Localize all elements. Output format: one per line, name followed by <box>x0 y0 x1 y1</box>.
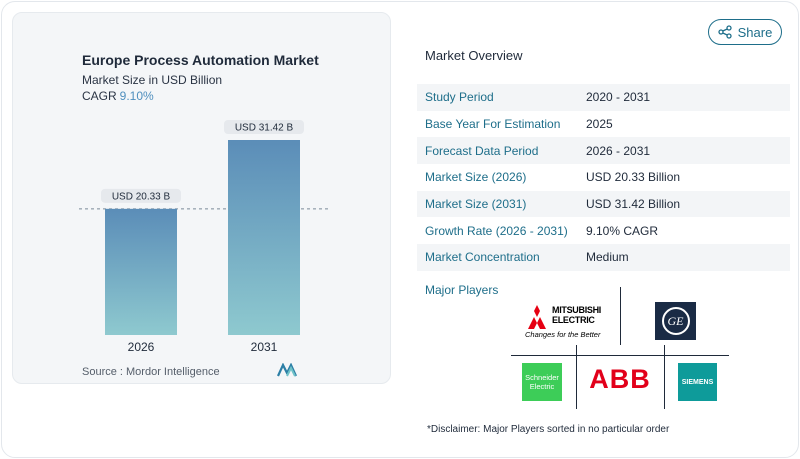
overview-label: Forecast Data Period <box>425 143 539 158</box>
grid-divider <box>511 355 729 356</box>
overview-title: Market Overview <box>425 48 523 63</box>
overview-label: Study Period <box>425 90 494 105</box>
overview-label: Base Year For Estimation <box>425 117 561 132</box>
data-label: USD 20.33 B <box>112 191 171 202</box>
abb-logo: ABB <box>589 363 651 394</box>
overview-row: Base Year For Estimation 2025 <box>417 111 790 138</box>
overview-label: Market Size (2026) <box>425 170 527 185</box>
share-label: Share <box>737 24 773 40</box>
overview-value: 2020 - 2031 <box>586 90 651 105</box>
chart-card <box>12 12 391 384</box>
x-tick-label: 2026 <box>128 340 155 354</box>
overview-row: Market Concentration Medium <box>417 244 790 271</box>
bar-2031 <box>228 140 300 335</box>
siemens-logo: SIEMENS <box>678 363 717 401</box>
share-icon <box>717 25 732 39</box>
cagr-row: CAGR 9.10% <box>82 89 154 103</box>
cagr-label: CAGR <box>82 89 117 103</box>
overview-value: 2025 <box>586 117 613 132</box>
mitsubishi-line1: MITSUBISHI <box>552 305 602 315</box>
mitsubishi-line2: ELECTRIC <box>552 315 595 325</box>
bar-chart: USD 20.33 B 2026 USD 31.42 B 2031 <box>79 120 328 354</box>
major-players-title: Major Players <box>425 283 499 297</box>
overview-label: Market Size (2031) <box>425 197 527 212</box>
schneider-line2: Electric <box>529 382 555 391</box>
schneider-line1: Schneider <box>525 373 559 382</box>
share-button[interactable]: Share <box>708 19 782 45</box>
grid-divider <box>620 287 621 345</box>
overview-value: 2026 - 2031 <box>586 143 651 158</box>
data-label: USD 31.42 B <box>235 123 294 134</box>
chart-title: Europe Process Automation Market <box>82 52 319 68</box>
grid-divider <box>664 345 665 409</box>
cagr-value: 9.10% <box>119 89 154 103</box>
overview-row: Market Size (2026) USD 20.33 Billion <box>417 164 790 191</box>
bar-2026 <box>105 208 177 335</box>
mitsubishi-tagline: Changes for the Better <box>525 330 601 339</box>
disclaimer: *Disclaimer: Major Players sorted in no … <box>427 424 670 435</box>
grid-divider <box>576 345 577 409</box>
mitsubishi-electric-logo: MITSUBISHI ELECTRIC Changes for the Bett… <box>525 303 610 341</box>
overview-label: Market Concentration <box>425 250 540 265</box>
ge-logo: GE <box>655 302 696 340</box>
overview-value: USD 20.33 Billion <box>586 170 681 185</box>
overview-value: 9.10% CAGR <box>586 223 659 238</box>
overview-row: Growth Rate (2026 - 2031) 9.10% CAGR <box>417 217 790 244</box>
data-label-bg <box>224 120 304 134</box>
mitsubishi-diamonds-icon <box>528 305 546 329</box>
chart-source: Source : Mordor Intelligence <box>82 366 220 378</box>
ge-monogram: GE <box>661 307 690 335</box>
schneider-electric-logo: Schneider Electric <box>522 363 562 401</box>
x-tick-label: 2031 <box>251 340 278 354</box>
overview-table: Study Period 2020 - 2031 Base Year For E… <box>417 84 790 271</box>
overview-row: Forecast Data Period 2026 - 2031 <box>417 137 790 165</box>
overview-row: Study Period 2020 - 2031 <box>417 84 790 111</box>
data-label-bg <box>101 188 181 203</box>
mordor-logo-icon <box>277 363 298 377</box>
chart-subtitle: Market Size in USD Billion <box>82 73 223 87</box>
overview-label: Growth Rate (2026 - 2031) <box>425 223 568 238</box>
overview-row: Market Size (2031) USD 31.42 Billion <box>417 190 790 218</box>
overview-value: USD 31.42 Billion <box>586 197 681 212</box>
overview-value: Medium <box>586 250 629 265</box>
